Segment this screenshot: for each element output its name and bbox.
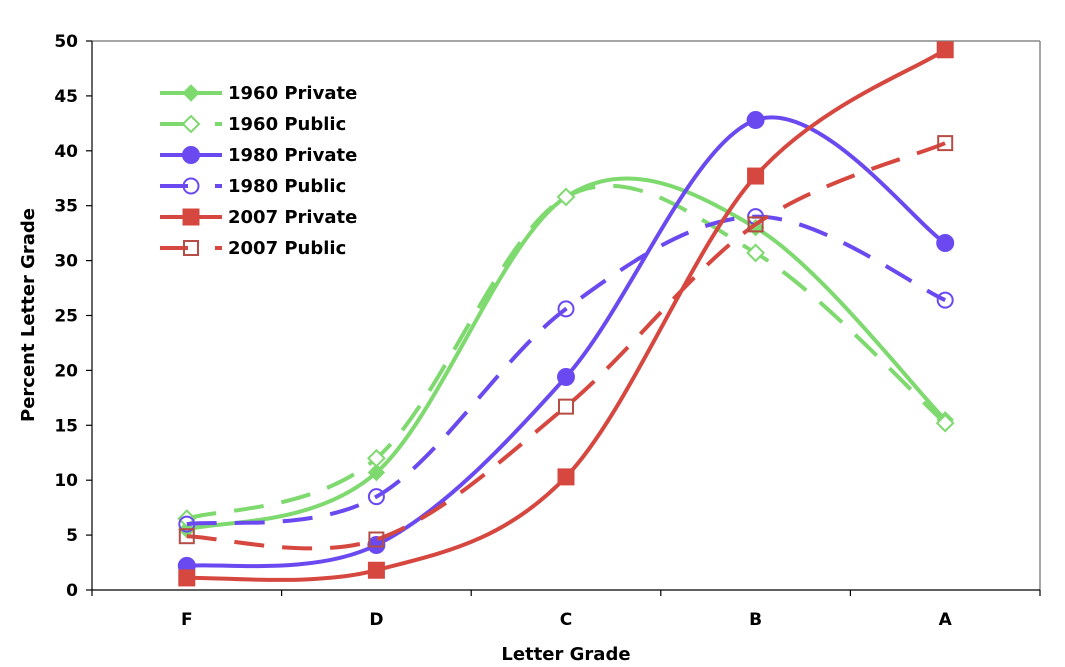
legend-label: 1960 Public <box>228 114 346 135</box>
circle-marker <box>936 234 955 253</box>
diamond-marker <box>367 463 386 482</box>
diamond-marker <box>182 84 200 102</box>
diamond-marker <box>935 413 955 433</box>
y-tick-label: 35 <box>54 197 78 217</box>
legend: 1960 Private 1960 Public 1980 Private 1980 … <box>160 83 357 259</box>
legend-label: 1980 Private <box>228 145 357 166</box>
series-2007-public <box>178 135 954 551</box>
y-tick-label: 30 <box>54 252 78 272</box>
square-marker <box>368 531 385 548</box>
x-tick-label: A <box>939 610 953 630</box>
series-line <box>186 115 947 569</box>
y-tick-label: 45 <box>54 87 78 107</box>
x-tick-label: D <box>369 610 383 630</box>
square-marker <box>747 167 765 185</box>
square-marker <box>367 561 385 579</box>
square-marker <box>936 41 954 59</box>
legend-label: 1960 Private <box>228 83 357 104</box>
legend-label: 2007 Private <box>228 207 357 228</box>
plot-frame <box>92 40 1041 590</box>
y-tick-label: 15 <box>54 416 78 436</box>
diamond-marker <box>746 243 766 263</box>
series-2007-private <box>178 41 954 587</box>
legend-label: 2007 Public <box>228 238 346 259</box>
circle-marker <box>182 177 200 195</box>
x-tick-label: C <box>560 610 572 630</box>
legend-item: 1980 Private <box>160 145 357 166</box>
circle-marker <box>367 488 385 506</box>
circle-marker <box>557 367 575 386</box>
legend-item: 1980 Public <box>160 176 346 197</box>
y-axis-title: Percent Letter Grade <box>18 208 39 422</box>
square-marker <box>557 468 575 486</box>
square-marker <box>747 216 764 233</box>
legend-item: 2007 Private <box>160 207 357 228</box>
square-marker <box>182 208 200 226</box>
series-1960-public <box>177 183 955 529</box>
y-tick-label: 5 <box>66 526 78 546</box>
series-line <box>186 214 947 527</box>
series-1980-private <box>177 111 955 575</box>
diamond-marker <box>556 187 576 207</box>
square-marker <box>558 398 574 415</box>
legend-label: 1980 Public <box>228 176 346 197</box>
circle-marker <box>936 291 954 309</box>
square-marker <box>178 569 196 587</box>
y-tick-label: 10 <box>54 471 78 491</box>
square-marker <box>178 528 195 545</box>
y-tick-label: 20 <box>54 361 78 381</box>
y-tick-label: 50 <box>54 32 78 52</box>
legend-item: 1960 Public <box>160 114 346 135</box>
x-tick-label: B <box>749 610 762 630</box>
x-axis-title: Letter Grade <box>501 644 630 665</box>
circle-marker <box>182 146 200 164</box>
series-layer <box>177 41 955 587</box>
diamond-marker <box>181 114 201 134</box>
series-line <box>186 183 947 521</box>
y-tick-label: 40 <box>54 142 78 162</box>
square-marker <box>937 135 954 152</box>
y-tick-label: 0 <box>66 581 78 601</box>
diamond-marker <box>366 448 386 468</box>
legend-item: 1960 Private <box>160 83 357 104</box>
y-axis: 0 5 10 15 20 25 30 35 40 45 50 <box>54 32 93 601</box>
x-tick-label: F <box>181 610 193 630</box>
square-marker <box>183 240 199 256</box>
y-tick-label: 25 <box>54 307 78 327</box>
circle-marker <box>557 300 575 318</box>
circle-marker <box>178 515 196 533</box>
circle-marker <box>746 111 765 130</box>
legend-item: 2007 Public <box>160 238 346 259</box>
series-line <box>186 48 947 582</box>
